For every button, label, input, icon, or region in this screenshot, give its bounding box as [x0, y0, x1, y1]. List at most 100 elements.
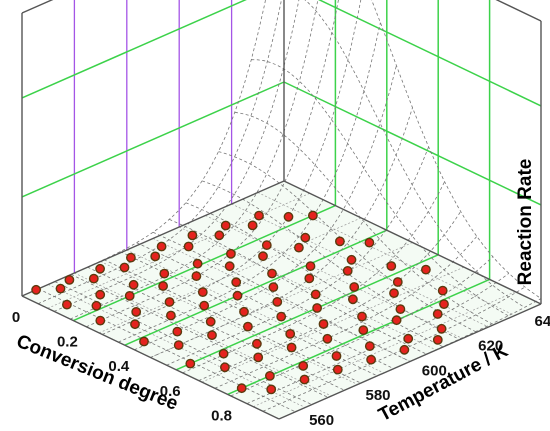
bounding-box	[21, 0, 542, 420]
data-point	[366, 354, 376, 365]
data-point	[191, 271, 202, 281]
data-point	[437, 285, 448, 296]
data-point	[165, 310, 176, 321]
surface-mesh-line	[53, 0, 300, 312]
data-point	[266, 384, 277, 395]
data-point	[322, 333, 333, 344]
data-point	[307, 210, 318, 221]
surface-mesh-line	[201, 180, 460, 340]
data-point	[55, 283, 66, 294]
data-point	[239, 306, 249, 317]
data-point	[173, 340, 184, 350]
data-point	[95, 263, 106, 274]
surface-mesh-line	[70, 274, 329, 398]
data-point	[364, 341, 375, 351]
x-tick-label: 0.6	[160, 383, 181, 400]
data-point	[247, 220, 258, 231]
data-point	[332, 364, 343, 375]
right-wall-horizontal-gridline	[283, 81, 542, 206]
data-point	[254, 210, 264, 221]
data-point	[159, 268, 170, 279]
data-point	[251, 338, 262, 349]
data-point	[299, 374, 310, 385]
data-point	[205, 316, 216, 327]
right-wall-horizontal-gridline	[317, 0, 542, 107]
surface-mesh-line	[234, 111, 493, 325]
floor-major-gridline	[73, 204, 336, 322]
floor-gridline	[74, 272, 332, 397]
surface-mesh-line	[134, 65, 397, 351]
x-tick-label: 0.4	[108, 358, 130, 375]
data-point	[267, 268, 277, 279]
data-point	[300, 232, 311, 243]
data-point	[225, 248, 236, 259]
data-point	[218, 348, 229, 359]
data-point	[236, 383, 247, 394]
data-point	[95, 289, 106, 300]
surface-mesh-line	[230, 256, 494, 397]
data-point	[342, 265, 353, 276]
data-point	[347, 294, 358, 305]
z-axis-title: Reaction Rate	[515, 159, 536, 286]
data-point	[364, 237, 375, 248]
data-point	[310, 289, 321, 300]
data-point	[305, 261, 316, 271]
data-point	[286, 342, 297, 353]
surface-mesh-line	[218, 151, 476, 332]
surface-mesh-line	[136, 242, 394, 369]
data-point	[214, 230, 225, 241]
data-point	[392, 277, 403, 287]
box-edge	[21, 295, 280, 420]
y-tick-labels: 560 580 600 620 640	[309, 313, 550, 429]
data-point	[304, 273, 315, 284]
data-point	[207, 330, 217, 341]
floor-major-gridline	[124, 229, 388, 346]
data-point	[139, 336, 149, 347]
surface-mesh-line	[251, 59, 509, 317]
data-point	[156, 241, 167, 252]
data-point	[95, 315, 106, 326]
data-point	[187, 230, 198, 241]
data-point	[231, 277, 242, 288]
data-point	[220, 220, 231, 231]
data-point	[346, 254, 357, 265]
surface-mesh-line	[118, 22, 381, 343]
surface-mesh-line	[246, 272, 510, 404]
surface-mesh-line	[70, 0, 319, 320]
data-point	[197, 287, 208, 297]
y-tick-label: 560	[309, 412, 334, 429]
data-point	[395, 304, 406, 314]
data-point	[293, 242, 304, 253]
data-point	[192, 258, 203, 269]
data-point	[124, 290, 135, 301]
surface-mesh-line	[182, 181, 445, 374]
box-edge	[278, 303, 542, 420]
data-point	[232, 290, 243, 301]
data-point	[253, 352, 264, 363]
x-tick-label: 0.2	[57, 334, 78, 351]
data-point	[432, 334, 443, 345]
floor-gridline	[48, 284, 306, 408]
data-point	[62, 299, 72, 310]
box-edge	[495, 0, 542, 22]
data-point	[150, 251, 161, 262]
data-point	[285, 328, 296, 339]
x-tick-labels: 0 0.2 0.4 0.6 0.8	[12, 309, 232, 424]
surface-mesh-line	[152, 231, 411, 362]
surface-mesh	[21, 0, 542, 420]
data-point	[358, 325, 369, 335]
y-tick-label: 640	[534, 313, 550, 330]
left-wall-horizontal-gridline	[21, 0, 247, 99]
data-point	[158, 281, 169, 291]
data-points	[31, 210, 449, 395]
surface-mesh-line	[169, 219, 427, 355]
surface-mesh-line	[54, 281, 312, 405]
data-point	[131, 306, 142, 317]
floor-gridline	[152, 238, 411, 362]
data-point	[242, 321, 253, 332]
data-point	[183, 241, 194, 252]
data-point	[391, 315, 402, 326]
data-point	[91, 300, 102, 311]
data-point	[312, 303, 322, 313]
back-panels	[21, 0, 542, 280]
